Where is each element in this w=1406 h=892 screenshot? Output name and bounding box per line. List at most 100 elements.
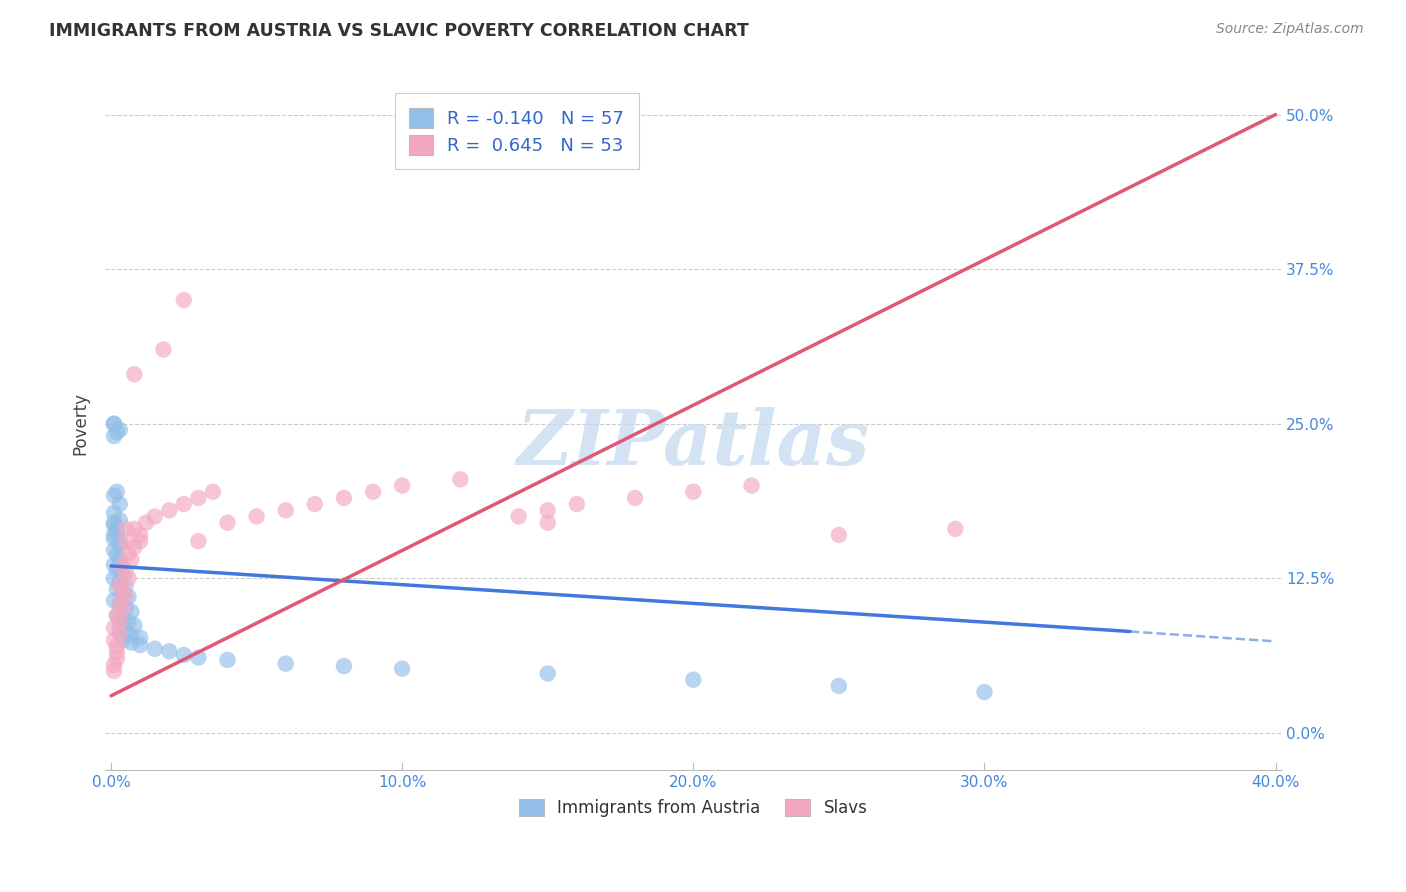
Point	[114, 565, 136, 579]
Point	[108, 574, 131, 589]
Point	[111, 586, 134, 600]
Point	[114, 522, 136, 536]
Text: IMMIGRANTS FROM AUSTRIA VS SLAVIC POVERTY CORRELATION CHART: IMMIGRANTS FROM AUSTRIA VS SLAVIC POVERT…	[49, 22, 749, 40]
Point	[103, 571, 125, 585]
Point	[274, 657, 297, 671]
Point	[105, 525, 128, 540]
Point	[103, 429, 125, 443]
Legend: Immigrants from Austria, Slavs: Immigrants from Austria, Slavs	[512, 792, 875, 824]
Point	[105, 608, 128, 623]
Point	[108, 423, 131, 437]
Point	[187, 491, 209, 505]
Text: ZIPatlas: ZIPatlas	[517, 408, 870, 482]
Point	[173, 497, 195, 511]
Point	[114, 590, 136, 604]
Point	[114, 579, 136, 593]
Point	[105, 608, 128, 623]
Point	[105, 548, 128, 562]
Point	[117, 590, 139, 604]
Point	[108, 621, 131, 635]
Point	[246, 509, 269, 524]
Point	[129, 631, 152, 645]
Point	[117, 547, 139, 561]
Point	[537, 503, 560, 517]
Point	[108, 615, 131, 629]
Point	[828, 528, 851, 542]
Point	[108, 596, 131, 610]
Point	[111, 583, 134, 598]
Point	[103, 633, 125, 648]
Y-axis label: Poverty: Poverty	[72, 392, 89, 455]
Text: Source: ZipAtlas.com: Source: ZipAtlas.com	[1216, 22, 1364, 37]
Point	[143, 641, 166, 656]
Point	[111, 612, 134, 626]
Point	[105, 484, 128, 499]
Point	[117, 571, 139, 585]
Point	[105, 563, 128, 577]
Point	[157, 644, 180, 658]
Point	[361, 484, 384, 499]
Point	[103, 417, 125, 431]
Point	[120, 628, 142, 642]
Point	[217, 516, 239, 530]
Point	[537, 666, 560, 681]
Point	[508, 509, 530, 524]
Point	[114, 601, 136, 615]
Point	[135, 516, 157, 530]
Point	[108, 538, 131, 552]
Point	[129, 534, 152, 549]
Point	[333, 659, 356, 673]
Point	[624, 491, 647, 505]
Point	[105, 425, 128, 440]
Point	[108, 534, 131, 549]
Point	[105, 651, 128, 665]
Point	[201, 484, 224, 499]
Point	[105, 522, 128, 536]
Point	[173, 648, 195, 662]
Point	[537, 516, 560, 530]
Point	[129, 638, 152, 652]
Point	[152, 343, 174, 357]
Point	[143, 509, 166, 524]
Point	[103, 516, 125, 530]
Point	[108, 497, 131, 511]
Point	[391, 662, 413, 676]
Point	[333, 491, 356, 505]
Point	[103, 593, 125, 607]
Point	[565, 497, 588, 511]
Point	[124, 368, 146, 382]
Point	[173, 293, 195, 307]
Point	[682, 673, 704, 687]
Point	[111, 633, 134, 648]
Point	[117, 615, 139, 629]
Point	[973, 685, 995, 699]
Point	[108, 597, 131, 611]
Point	[103, 664, 125, 678]
Point	[449, 472, 471, 486]
Point	[108, 553, 131, 567]
Point	[103, 657, 125, 672]
Point	[120, 553, 142, 567]
Point	[124, 522, 146, 536]
Point	[103, 621, 125, 635]
Point	[105, 640, 128, 654]
Point	[274, 503, 297, 517]
Point	[103, 558, 125, 572]
Point	[217, 653, 239, 667]
Point	[828, 679, 851, 693]
Point	[114, 624, 136, 639]
Point	[114, 534, 136, 549]
Point	[157, 503, 180, 517]
Point	[103, 488, 125, 502]
Point	[103, 417, 125, 431]
Point	[103, 518, 125, 533]
Point	[682, 484, 704, 499]
Point	[943, 522, 966, 536]
Point	[124, 618, 146, 632]
Point	[304, 497, 326, 511]
Point	[103, 532, 125, 546]
Point	[111, 602, 134, 616]
Point	[108, 577, 131, 591]
Point	[741, 478, 763, 492]
Point	[111, 567, 134, 582]
